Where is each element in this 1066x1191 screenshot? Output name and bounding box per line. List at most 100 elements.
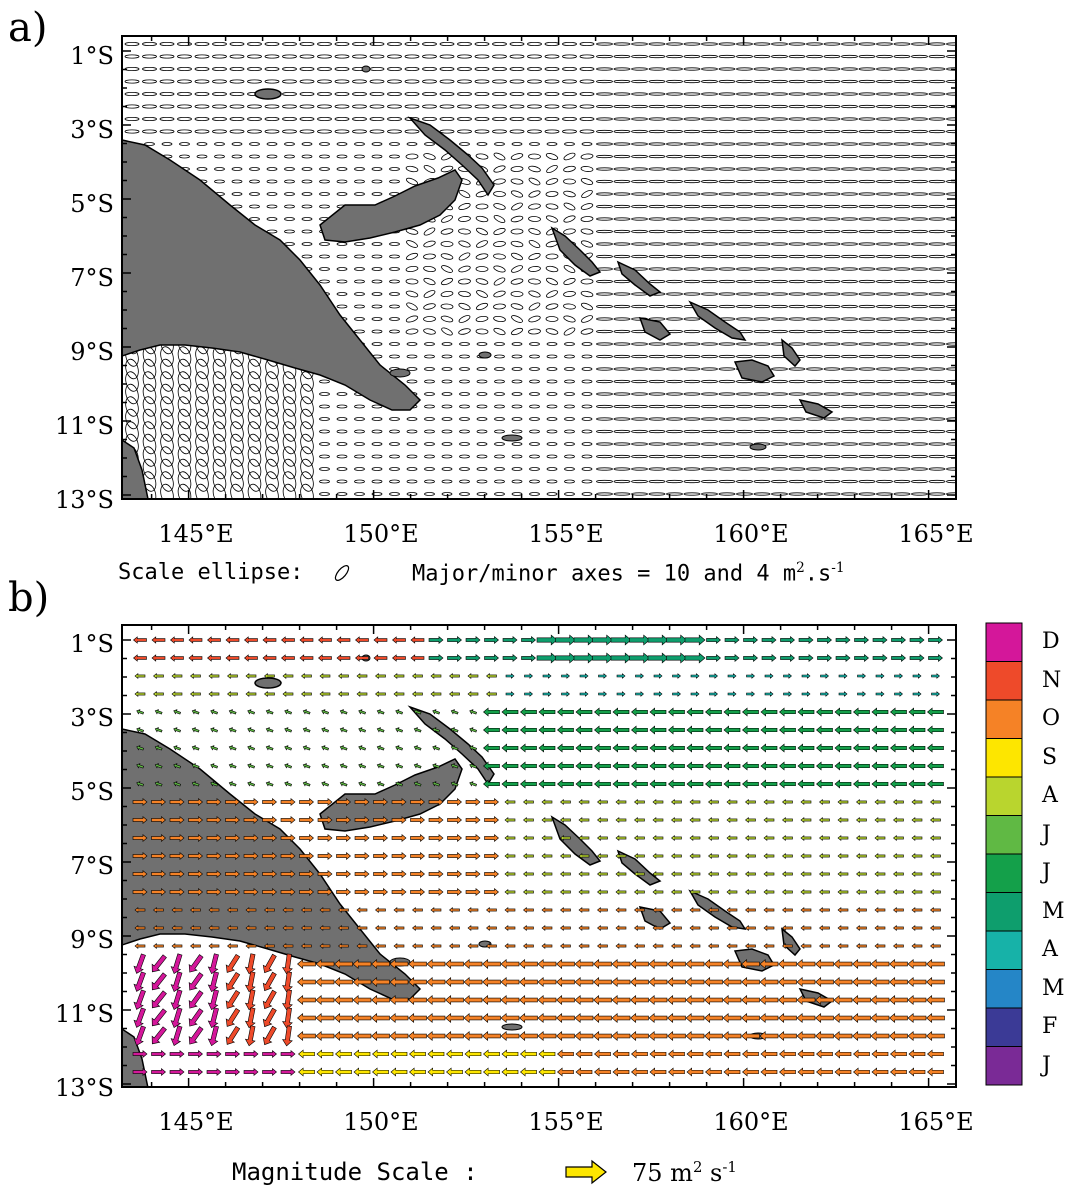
transport-arrow bbox=[134, 906, 146, 914]
variance-ellipse bbox=[893, 179, 911, 184]
variance-ellipse bbox=[666, 442, 683, 446]
transport-arrow bbox=[542, 673, 552, 679]
variance-ellipse bbox=[928, 329, 946, 334]
transport-arrow bbox=[597, 942, 608, 950]
transport-arrow bbox=[321, 763, 330, 769]
transport-arrow bbox=[593, 959, 612, 969]
variance-ellipse bbox=[580, 240, 594, 248]
transport-arrow bbox=[672, 691, 681, 697]
transport-arrow bbox=[594, 1049, 611, 1059]
transport-arrow bbox=[281, 636, 295, 644]
transport-arrow bbox=[375, 942, 386, 950]
transport-arrow bbox=[484, 869, 499, 879]
transport-arrow bbox=[726, 870, 738, 878]
variance-ellipse bbox=[511, 404, 523, 409]
transport-arrow bbox=[170, 1025, 183, 1047]
transport-arrow bbox=[875, 673, 885, 679]
variance-ellipse bbox=[876, 442, 893, 446]
transport-arrow bbox=[188, 815, 203, 825]
variance-ellipse bbox=[648, 79, 666, 84]
variance-ellipse bbox=[631, 417, 648, 421]
transport-arrow bbox=[319, 690, 331, 698]
variance-ellipse bbox=[718, 204, 736, 209]
variance-ellipse bbox=[876, 129, 893, 134]
variance-ellipse bbox=[214, 179, 225, 184]
variance-ellipse bbox=[911, 417, 928, 421]
variance-ellipse bbox=[336, 254, 348, 259]
variance-ellipse bbox=[841, 142, 858, 146]
variance-ellipse bbox=[631, 142, 648, 146]
variance-ellipse bbox=[160, 471, 174, 492]
transport-arrow bbox=[689, 924, 701, 932]
variance-ellipse bbox=[334, 104, 350, 109]
transport-arrow bbox=[428, 869, 444, 879]
variance-ellipse bbox=[771, 304, 788, 309]
transport-arrow bbox=[537, 1031, 557, 1041]
transport-arrow bbox=[634, 924, 645, 932]
transport-arrow bbox=[541, 888, 553, 896]
variance-ellipse bbox=[493, 241, 506, 247]
transport-arrow bbox=[321, 727, 330, 733]
variance-ellipse bbox=[301, 154, 313, 159]
lon-label: 155°E bbox=[528, 520, 604, 548]
variance-ellipse bbox=[718, 367, 736, 371]
variance-ellipse bbox=[648, 492, 666, 496]
variance-ellipse bbox=[613, 104, 631, 109]
transport-arrow bbox=[746, 673, 755, 679]
variance-ellipse bbox=[301, 242, 313, 246]
transport-arrow bbox=[430, 690, 442, 698]
variance-ellipse bbox=[423, 164, 436, 174]
variance-ellipse bbox=[352, 42, 367, 47]
transport-arrow bbox=[909, 653, 925, 663]
variance-ellipse bbox=[406, 342, 418, 346]
variance-ellipse bbox=[564, 379, 575, 384]
transport-arrow bbox=[375, 672, 386, 680]
variance-ellipse bbox=[648, 42, 666, 46]
variance-ellipse bbox=[596, 92, 613, 96]
variance-ellipse bbox=[946, 392, 956, 396]
variance-ellipse bbox=[371, 429, 383, 434]
variance-ellipse bbox=[858, 454, 876, 459]
variance-ellipse bbox=[476, 467, 488, 471]
variance-ellipse bbox=[841, 342, 858, 346]
transport-arrow bbox=[299, 887, 314, 897]
transport-arrow bbox=[538, 725, 556, 735]
transport-arrow bbox=[722, 1013, 742, 1023]
variance-ellipse bbox=[841, 317, 858, 321]
variance-ellipse bbox=[319, 242, 330, 246]
transport-arrow bbox=[282, 690, 294, 698]
variance-ellipse bbox=[247, 358, 262, 380]
transport-arrow bbox=[428, 833, 444, 843]
variance-ellipse bbox=[823, 217, 841, 221]
transport-arrow bbox=[132, 1049, 148, 1059]
variance-ellipse bbox=[788, 329, 806, 334]
variance-ellipse bbox=[511, 454, 523, 459]
variance-ellipse bbox=[493, 327, 506, 336]
transport-arrow bbox=[354, 869, 370, 879]
transport-arrow bbox=[301, 906, 312, 914]
variance-ellipse bbox=[788, 342, 806, 346]
variance-ellipse bbox=[841, 242, 858, 246]
variance-ellipse bbox=[736, 417, 753, 421]
transport-arrow bbox=[893, 906, 904, 914]
variance-ellipse bbox=[441, 327, 453, 336]
transport-arrow bbox=[133, 989, 146, 1010]
variance-ellipse bbox=[753, 329, 771, 334]
variance-ellipse bbox=[194, 117, 210, 122]
variance-ellipse bbox=[563, 291, 576, 297]
variance-ellipse bbox=[911, 167, 928, 171]
variance-ellipse bbox=[683, 404, 701, 409]
variance-ellipse bbox=[596, 104, 613, 109]
transport-arrow bbox=[317, 851, 333, 861]
variance-ellipse bbox=[441, 404, 453, 409]
variance-ellipse bbox=[648, 142, 666, 146]
transport-arrow bbox=[685, 995, 705, 1005]
variance-ellipse bbox=[476, 429, 488, 434]
variance-ellipse bbox=[683, 279, 701, 284]
variance-ellipse bbox=[648, 379, 666, 384]
variance-ellipse bbox=[301, 179, 313, 184]
transport-arrow bbox=[817, 653, 832, 663]
variance-ellipse bbox=[788, 429, 806, 434]
transport-arrow bbox=[262, 1007, 277, 1028]
variance-ellipse bbox=[788, 442, 806, 446]
